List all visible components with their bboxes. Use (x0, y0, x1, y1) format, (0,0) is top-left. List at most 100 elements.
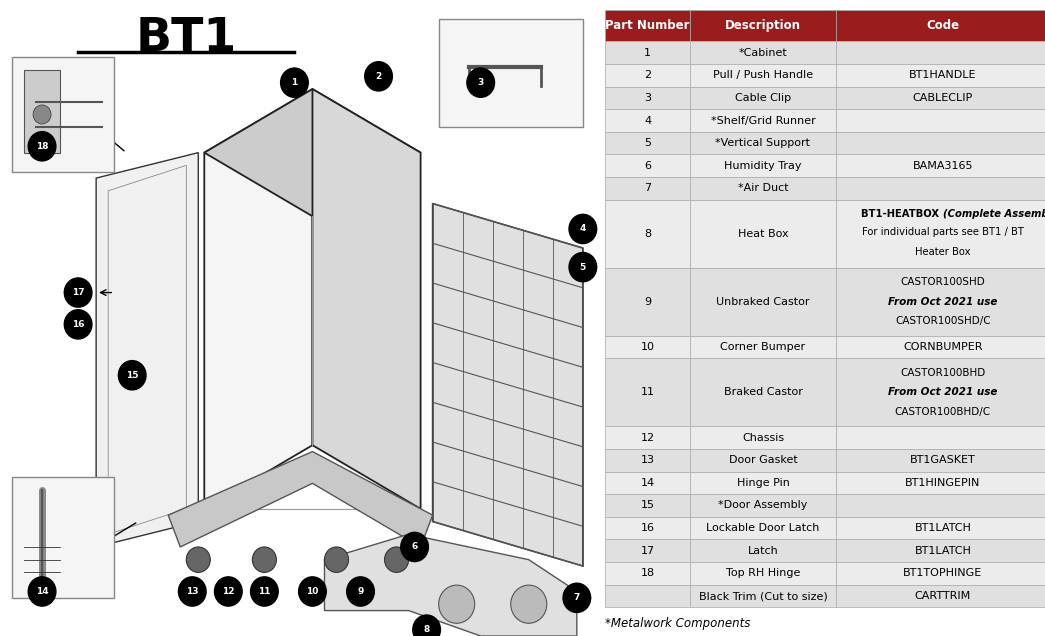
Text: 12: 12 (641, 432, 654, 443)
Text: BAMA3165: BAMA3165 (912, 161, 973, 171)
Text: 9: 9 (644, 296, 651, 307)
Circle shape (251, 577, 278, 606)
Text: BT1HANDLE: BT1HANDLE (909, 70, 977, 80)
Bar (690, 155, 836, 177)
Circle shape (214, 577, 242, 606)
Text: 6: 6 (644, 161, 651, 171)
Text: Latch: Latch (747, 546, 779, 556)
Bar (690, 539, 836, 562)
Bar (836, 584, 1045, 607)
Circle shape (299, 577, 326, 606)
Polygon shape (205, 89, 312, 509)
Bar (836, 562, 1045, 584)
Circle shape (511, 585, 547, 623)
Text: BT1: BT1 (136, 16, 237, 61)
Text: Braked Castor: Braked Castor (723, 387, 803, 398)
Text: BT1LATCH: BT1LATCH (914, 546, 971, 556)
Text: Hinge Pin: Hinge Pin (737, 478, 789, 488)
Bar (605, 10, 690, 41)
Bar (439, 19, 583, 127)
Text: Pull / Push Handle: Pull / Push Handle (713, 70, 813, 80)
Bar (605, 177, 690, 200)
Polygon shape (24, 70, 61, 153)
Polygon shape (312, 89, 420, 509)
Circle shape (186, 547, 210, 572)
Text: CASTOR100BHD: CASTOR100BHD (900, 368, 985, 378)
Bar (605, 268, 690, 336)
Bar (690, 584, 836, 607)
Text: 15: 15 (126, 371, 138, 380)
Bar (836, 426, 1045, 449)
Bar (690, 109, 836, 132)
Circle shape (570, 214, 597, 244)
Polygon shape (433, 204, 583, 566)
Text: 5: 5 (580, 263, 586, 272)
Circle shape (325, 547, 349, 572)
Bar (605, 494, 690, 517)
Text: 18: 18 (641, 569, 654, 578)
Bar (605, 584, 690, 607)
Text: CABLECLIP: CABLECLIP (912, 93, 973, 103)
Text: 15: 15 (641, 501, 654, 511)
Text: BT1TOPHINGE: BT1TOPHINGE (903, 569, 982, 578)
Text: (Complete Assembly): (Complete Assembly) (943, 209, 1045, 219)
Text: 2: 2 (375, 72, 381, 81)
Bar (605, 426, 690, 449)
Bar (13, 477, 114, 598)
Bar (836, 268, 1045, 336)
Text: 3: 3 (644, 93, 651, 103)
Bar (690, 358, 836, 426)
Circle shape (65, 310, 92, 339)
Polygon shape (205, 89, 420, 216)
Bar (605, 471, 690, 494)
Text: 4: 4 (580, 225, 586, 233)
Circle shape (179, 577, 206, 606)
Bar (605, 336, 690, 358)
Circle shape (467, 68, 494, 97)
Text: 11: 11 (641, 387, 654, 398)
Text: 5: 5 (644, 138, 651, 148)
Bar (690, 132, 836, 155)
Bar (605, 562, 690, 584)
Text: Humidity Tray: Humidity Tray (724, 161, 802, 171)
Bar (836, 200, 1045, 268)
Circle shape (118, 361, 146, 390)
Text: Door Gasket: Door Gasket (728, 455, 797, 465)
Bar (836, 177, 1045, 200)
Circle shape (281, 68, 308, 97)
Bar (690, 449, 836, 471)
Text: BT1GASKET: BT1GASKET (910, 455, 976, 465)
Circle shape (401, 532, 428, 562)
Bar (690, 41, 836, 64)
Bar (836, 358, 1045, 426)
Bar (690, 200, 836, 268)
Text: 17: 17 (72, 288, 85, 297)
Text: CARTTRIM: CARTTRIM (914, 591, 971, 601)
Circle shape (28, 577, 55, 606)
Text: 11: 11 (258, 587, 271, 596)
Bar (690, 268, 836, 336)
Circle shape (252, 547, 276, 572)
Text: *Metalwork Components: *Metalwork Components (605, 617, 750, 630)
Bar (690, 426, 836, 449)
Bar (836, 10, 1045, 41)
Text: Black Trim (Cut to size): Black Trim (Cut to size) (699, 591, 828, 601)
Circle shape (65, 278, 92, 307)
Bar (836, 539, 1045, 562)
Bar (836, 517, 1045, 539)
Circle shape (385, 547, 409, 572)
Text: 8: 8 (644, 229, 651, 238)
Polygon shape (168, 452, 433, 547)
Text: BT1LATCH: BT1LATCH (914, 523, 971, 533)
Bar (605, 539, 690, 562)
Text: 13: 13 (641, 455, 654, 465)
Text: BT1HINGEPIN: BT1HINGEPIN (905, 478, 980, 488)
Bar (836, 109, 1045, 132)
Circle shape (439, 585, 474, 623)
Text: Chassis: Chassis (742, 432, 784, 443)
Bar (836, 86, 1045, 109)
Text: Corner Bumper: Corner Bumper (720, 342, 806, 352)
Text: From Oct 2021 use: From Oct 2021 use (888, 387, 998, 398)
Bar (605, 109, 690, 132)
Bar (605, 86, 690, 109)
